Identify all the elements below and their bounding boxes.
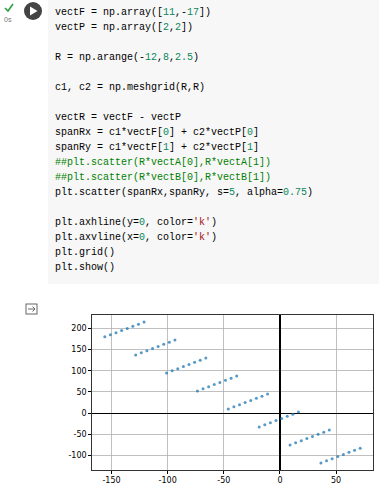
svg-text:200: 200 (71, 324, 86, 333)
svg-text:-50: -50 (74, 430, 87, 439)
html-text:0s: 0s (4, 16, 12, 23)
html-text:c1, c2 = np.meshgrid(R,R): c1, c2 = np.meshgrid(R,R) (55, 82, 205, 93)
svg-text:-100: -100 (68, 451, 86, 460)
svg-text:100: 100 (71, 367, 86, 376)
html-text:spanRx = c1*vectF[0] + c2*vect: spanRx = c1*vectF[0] + c2*vectP[0] (55, 127, 260, 138)
html-text:plt.grid(): plt.grid() (55, 247, 115, 258)
html-text:R = np.arange(- 12, 8, 2.5): R = np.arange(- 12, 8, 2.5) (55, 52, 200, 63)
svg-text:-150: -150 (102, 476, 120, 485)
svg-text:50: 50 (331, 476, 341, 485)
svg-text:0: 0 (277, 476, 282, 485)
svg-text:0: 0 (82, 409, 87, 418)
html-text:plt.axvline(x= 0, color= 'k'): plt.axvline(x= 0, color= 'k') (55, 232, 218, 243)
html-text:plt.axhline(y= 0, color= 'k'): plt.axhline(y= 0, color= 'k') (55, 217, 218, 228)
html-text:plt.scatter(spanRx,spanRy, s=: plt.scatter(spanRx,spanRy, s= 5, alpha= … (55, 187, 314, 198)
svg-text:150: 150 (71, 345, 86, 354)
svg-text:-50: -50 (217, 476, 230, 485)
html-text:vectF = np.array([11,- 17]): vectF = np.array([11,- 17]) (55, 7, 212, 18)
html-text:spanRy = c1*vectF[1] + c2*vect: spanRy = c1*vectF[1] + c2*vectP[1] (55, 142, 260, 153)
html-text:plt.show(): plt.show() (55, 262, 115, 273)
html-text:##plt.scatter(R*vectB[0],R*vec: ##plt.scatter(R*vectB[0],R*vectB[1]) (55, 172, 271, 183)
svg-text:50: 50 (76, 388, 86, 397)
svg-text:-100: -100 (159, 476, 177, 485)
html-text:##plt.scatter(R*vectA[0],R*vec: ##plt.scatter(R*vectA[0],R*vectA[1]) (55, 157, 271, 168)
html-text:vectP = np.array([2, 2]): vectP = np.array([2, 2]) (55, 22, 194, 33)
html-text:vectR = vectF - vectP: vectR = vectF - vectP (55, 112, 181, 123)
